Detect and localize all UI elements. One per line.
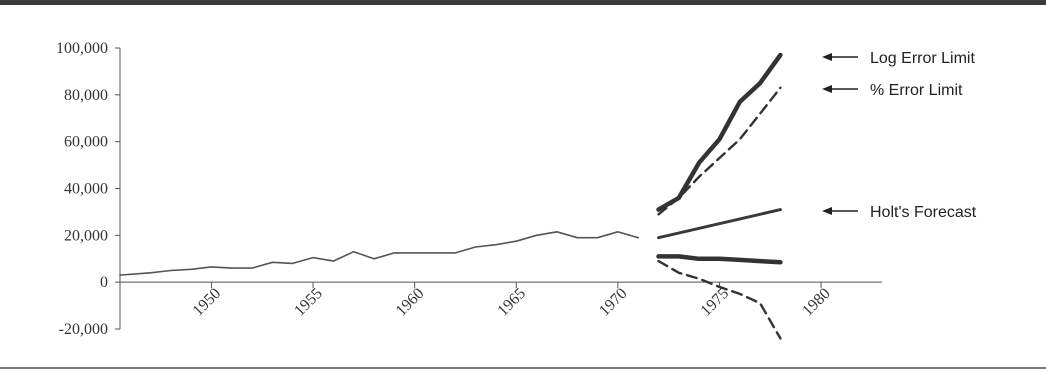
y-tick-label: 60,000 — [64, 134, 108, 151]
series-lines — [119, 52, 783, 340]
bottom-rule — [0, 367, 1046, 369]
y-tick-label: -20,000 — [59, 321, 108, 338]
x-tick-label: 1970 — [596, 285, 631, 320]
annotation-arrow-head — [822, 207, 832, 215]
annotation-label: Holt's Forecast — [870, 204, 977, 221]
y-tick-label: 40,000 — [64, 181, 108, 198]
annotation-arrow-head — [822, 85, 832, 93]
y-tick-label: 80,000 — [64, 87, 108, 104]
x-tick-label: 1950 — [190, 285, 225, 320]
y-tick-label: 20,000 — [64, 227, 108, 244]
x-tick-label: 1960 — [393, 285, 428, 320]
series-line-2 — [657, 86, 782, 216]
annotation-label: Log Error Limit — [870, 50, 975, 67]
axes — [115, 47, 882, 330]
x-tick-label: 1980 — [799, 285, 834, 320]
y-tick-label: 0 — [100, 274, 108, 291]
series-line-0 — [119, 231, 640, 276]
annotation-label: % Error Limit — [870, 82, 963, 99]
x-tick-label: 1965 — [494, 285, 529, 320]
y-tick-labels: -20,000 0 20,000 40,000 60,000 80,000 100,000 — [56, 40, 108, 338]
top-rule — [0, 0, 1046, 5]
series-line-1 — [656, 52, 783, 212]
annotations: Log Error Limit % Error Limit Holt's Forec… — [822, 50, 977, 221]
series-line-3 — [657, 208, 782, 240]
y-tick-label: 100,000 — [56, 40, 108, 57]
annotation-arrow-head — [822, 53, 832, 61]
x-tick-labels: 1950 1955 1960 1965 1970 1975 1980 — [190, 285, 834, 320]
x-tick-label: 1955 — [291, 285, 326, 320]
series-line-5 — [657, 259, 782, 340]
series-line-4 — [656, 254, 783, 265]
